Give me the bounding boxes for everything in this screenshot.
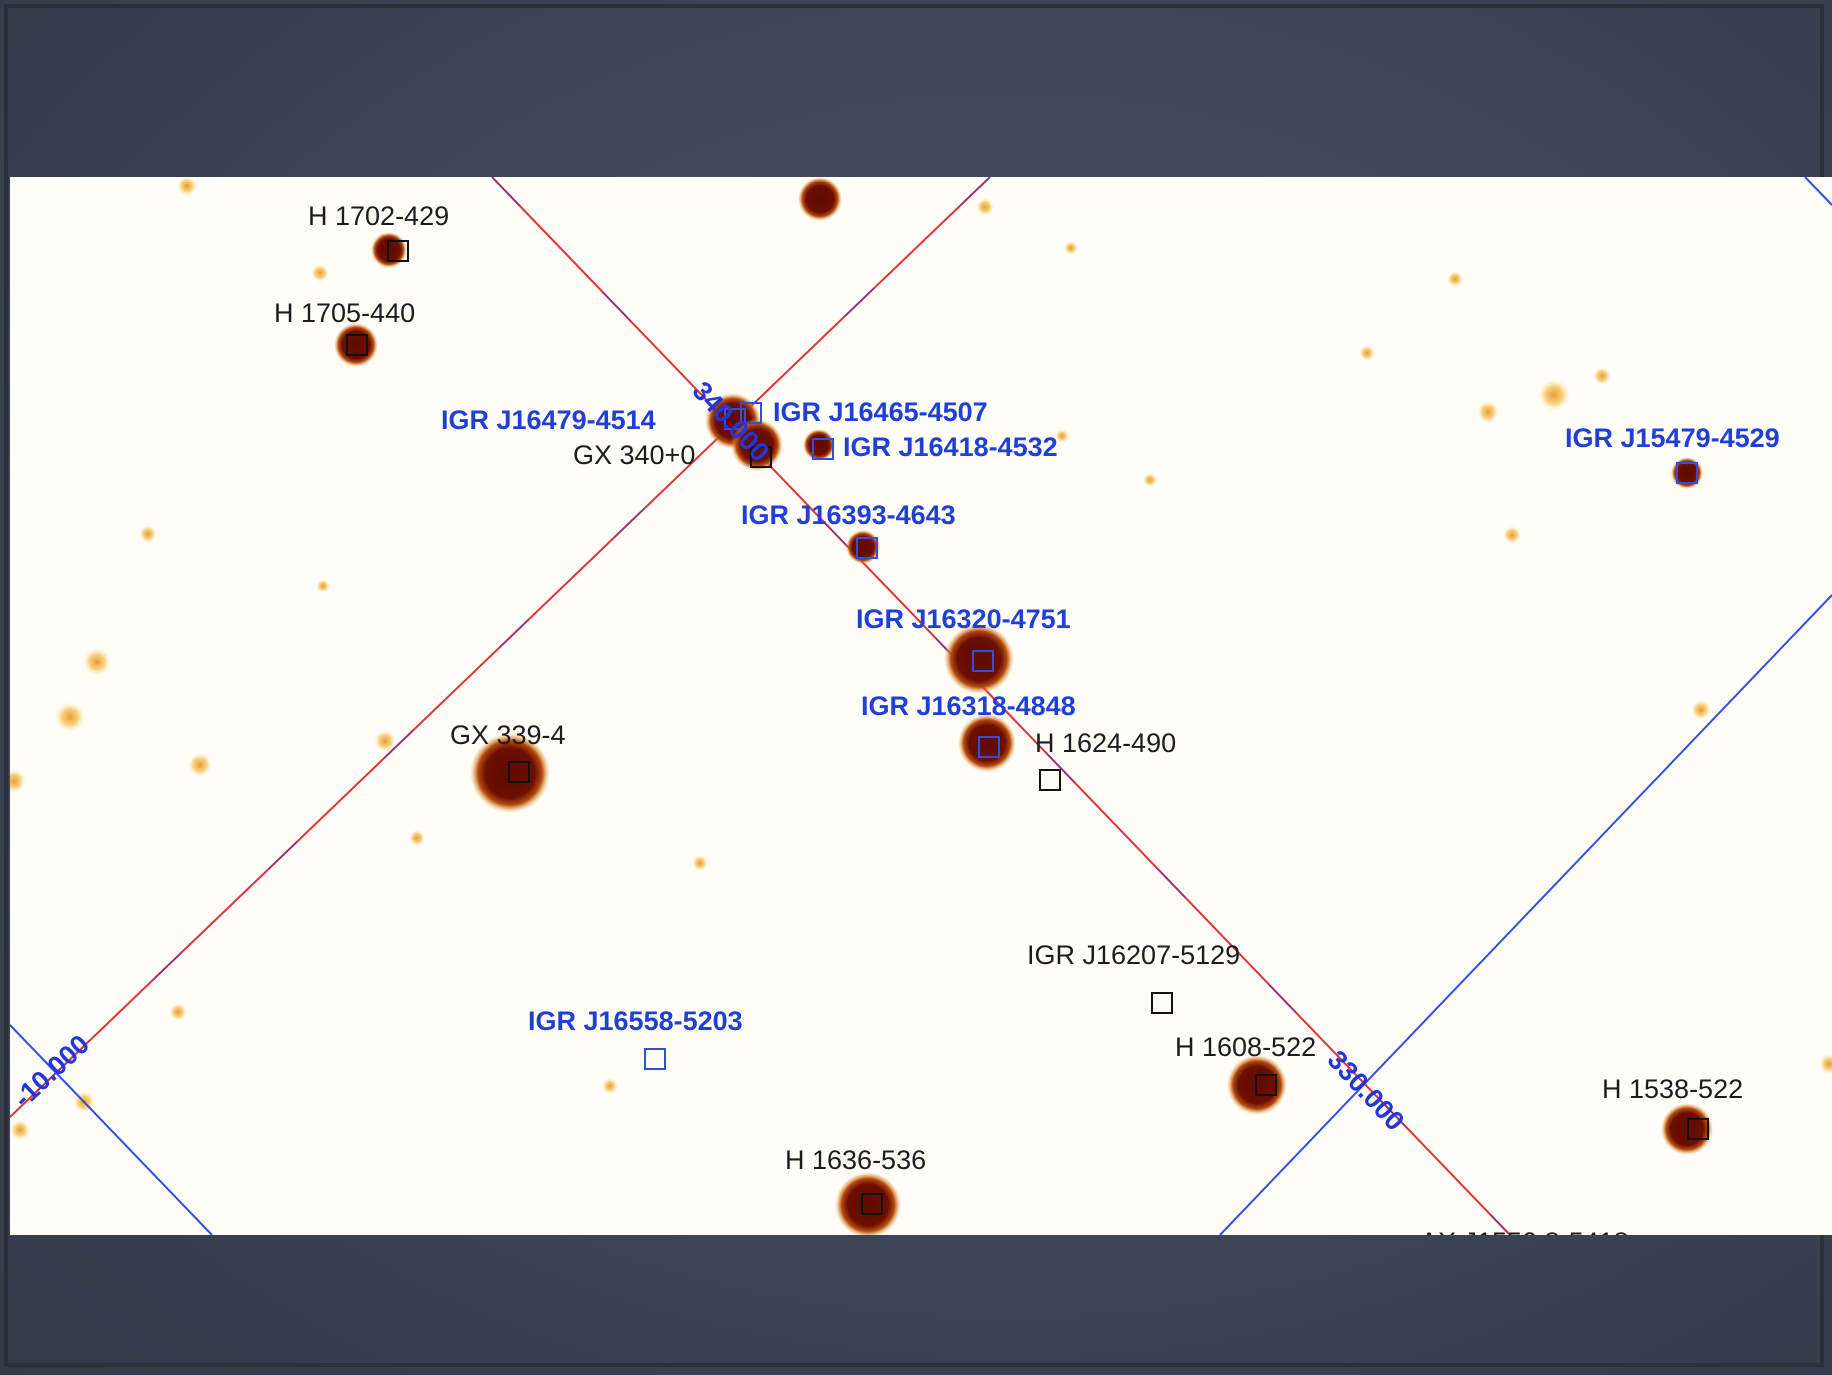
marker-igr-j16558-5203[interactable] (644, 1048, 666, 1070)
grid-label-330: 330.000 (1322, 1045, 1411, 1137)
marker-igr-j16479-4514[interactable] (724, 408, 746, 430)
source-labels: H 1702-429 H 1705-440 IGR J16479-4514 IG… (274, 201, 1780, 1235)
marker-h1624-490[interactable] (1039, 769, 1061, 791)
label-igr-j16418-4532: IGR J16418-4532 (843, 432, 1058, 462)
label-h1624-490: H 1624-490 (1035, 728, 1176, 758)
marker-h1702-429[interactable] (387, 240, 409, 262)
marker-igr-j16418-4532[interactable] (812, 438, 834, 460)
marker-h1705-440[interactable] (346, 334, 368, 356)
label-igr-j15479-4529: IGR J15479-4529 (1565, 423, 1780, 453)
label-igr-j16207-5129: IGR J16207-5129 (1027, 940, 1240, 970)
coordinate-grid (10, 177, 1832, 1235)
label-igr-j16465-4507: IGR J16465-4507 (773, 397, 988, 427)
marker-h1538-522[interactable] (1687, 1118, 1709, 1140)
label-ax-j1550-8-5418: AX J1550.8-5418 (1420, 1227, 1629, 1235)
marker-igr-j16318-4848[interactable] (978, 736, 1000, 758)
sky-map[interactable]: H 1702-429 H 1705-440 IGR J16479-4514 IG… (10, 177, 1832, 1235)
label-gx-340-0: GX 340+0 (573, 440, 695, 470)
source-markers (346, 240, 1709, 1215)
label-gx-339-4: GX 339-4 (450, 720, 566, 750)
label-h1705-440: H 1705-440 (274, 298, 415, 328)
marker-h1608-522[interactable] (1255, 1074, 1277, 1096)
marker-h1636-536[interactable] (861, 1193, 883, 1215)
marker-gx-340-0[interactable] (750, 446, 772, 468)
marker-gx-339-4[interactable] (508, 761, 530, 783)
label-h1608-522: H 1608-522 (1175, 1032, 1316, 1062)
label-h1538-522: H 1538-522 (1602, 1074, 1743, 1104)
marker-igr-j16207-5129[interactable] (1151, 992, 1173, 1014)
marker-igr-j16320-4751[interactable] (972, 650, 994, 672)
marker-igr-j16393-4643[interactable] (856, 537, 878, 559)
marker-igr-j16465-4507[interactable] (740, 402, 762, 424)
marker-igr-j15479-4529[interactable] (1676, 462, 1698, 484)
label-igr-j16393-4643: IGR J16393-4643 (741, 500, 956, 530)
label-h1702-429: H 1702-429 (308, 201, 449, 231)
sky-map-canvas: H 1702-429 H 1705-440 IGR J16479-4514 IG… (10, 177, 1832, 1235)
label-igr-j16558-5203: IGR J16558-5203 (528, 1006, 743, 1036)
label-igr-j16320-4751: IGR J16320-4751 (856, 604, 1071, 634)
label-igr-j16318-4848: IGR J16318-4848 (861, 691, 1076, 721)
label-igr-j16479-4514: IGR J16479-4514 (441, 405, 656, 435)
label-h1636-536: H 1636-536 (785, 1145, 926, 1175)
